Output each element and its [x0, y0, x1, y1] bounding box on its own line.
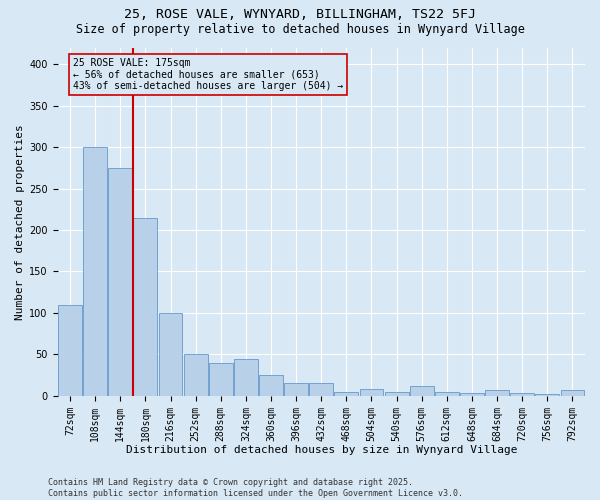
Bar: [560, 390, 584, 396]
Bar: [234, 358, 258, 396]
Bar: [209, 362, 233, 396]
Bar: [259, 375, 283, 396]
Text: 25, ROSE VALE, WYNYARD, BILLINGHAM, TS22 5FJ: 25, ROSE VALE, WYNYARD, BILLINGHAM, TS22…: [124, 8, 476, 20]
Bar: [58, 304, 82, 396]
Bar: [310, 384, 333, 396]
Bar: [334, 392, 358, 396]
Bar: [435, 392, 459, 396]
Bar: [359, 389, 383, 396]
Y-axis label: Number of detached properties: Number of detached properties: [15, 124, 25, 320]
Bar: [485, 390, 509, 396]
Bar: [158, 313, 182, 396]
Bar: [109, 168, 132, 396]
Bar: [385, 392, 409, 396]
Text: 25 ROSE VALE: 175sqm
← 56% of detached houses are smaller (653)
43% of semi-deta: 25 ROSE VALE: 175sqm ← 56% of detached h…: [73, 58, 343, 92]
Bar: [410, 386, 434, 396]
Bar: [133, 218, 157, 396]
Text: Size of property relative to detached houses in Wynyard Village: Size of property relative to detached ho…: [76, 22, 524, 36]
Bar: [83, 147, 107, 396]
Text: Contains HM Land Registry data © Crown copyright and database right 2025.
Contai: Contains HM Land Registry data © Crown c…: [48, 478, 463, 498]
Bar: [284, 384, 308, 396]
Bar: [460, 394, 484, 396]
X-axis label: Distribution of detached houses by size in Wynyard Village: Distribution of detached houses by size …: [125, 445, 517, 455]
Bar: [510, 394, 534, 396]
Bar: [184, 354, 208, 396]
Bar: [535, 394, 559, 396]
